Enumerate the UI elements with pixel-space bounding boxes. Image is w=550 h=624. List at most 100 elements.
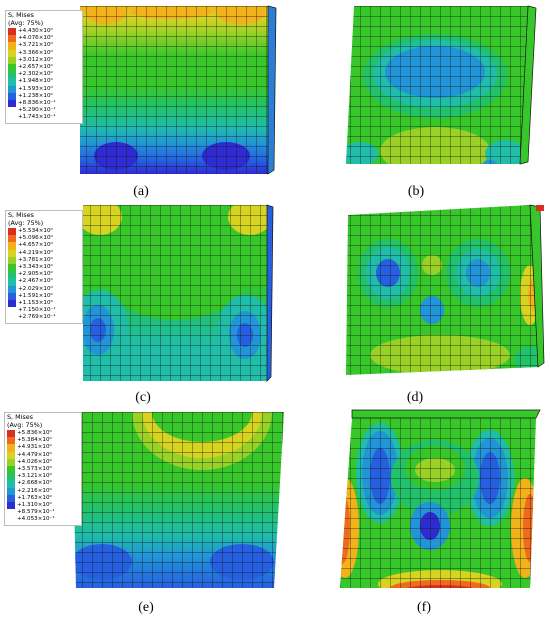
legend-level: +1.153×10⁰ (8, 299, 80, 308)
panel-b (340, 5, 540, 170)
legend-level: +4.931×10⁰ (7, 444, 79, 452)
fe-contour-b (346, 5, 537, 165)
legend-swatch (8, 307, 16, 314)
legend-level: +4.053×10⁻¹ (7, 516, 79, 523)
legend-level: +2.302×10⁰ (8, 71, 80, 79)
legend-level-value: +5.534×10⁰ (18, 228, 53, 235)
legend-level-value: +2.769×10⁻¹ (18, 314, 56, 321)
legend-swatch (7, 480, 15, 488)
legend-swatch (7, 473, 15, 481)
legend-level: +1.310×10⁰ (7, 501, 79, 510)
legend-swatch (7, 465, 15, 474)
legend-level: +3.781×10⁰ (8, 256, 80, 264)
legend-level-value: +3.781×10⁰ (18, 256, 53, 263)
legend-level-value: +5.096×10⁰ (18, 235, 53, 242)
legend-level-value: +4.657×10⁰ (18, 242, 53, 249)
panel-f (340, 408, 545, 590)
legend-title: S, Mises (7, 413, 33, 421)
legend-swatch (8, 285, 16, 293)
fe-contour-d (346, 204, 545, 375)
legend-swatch (8, 249, 16, 257)
legend-level: +8.836×10⁻¹ (8, 99, 80, 108)
legend-swatch (7, 509, 15, 516)
panel-d (340, 204, 545, 383)
legend-level: +1.238×10⁰ (8, 92, 80, 100)
legend-title: S, Mises (8, 11, 34, 19)
legend-level: +5.534×10⁰ (8, 228, 80, 236)
legend-level-value: +1.310×10⁰ (17, 501, 52, 508)
legend-swatch (8, 271, 16, 279)
legend-level-value: +1.593×10⁰ (18, 85, 53, 92)
legend-level-value: +4.430×10⁰ (18, 28, 53, 35)
legend-swatch (8, 92, 16, 100)
legend-level-value: +3.366×10⁰ (18, 49, 53, 56)
legend-level-value: +2.302×10⁰ (18, 71, 53, 78)
legend-level: +3.721×10⁰ (8, 42, 80, 50)
legend-level: +1.743×10⁻¹ (8, 114, 80, 121)
legend-swatch (7, 494, 15, 502)
caption-a: (a) (133, 184, 149, 199)
caption-d: (d) (406, 390, 424, 405)
legend-swatch (8, 107, 16, 114)
legend-level: +4.430×10⁰ (8, 28, 80, 36)
legend-level: +1.593×10⁰ (8, 85, 80, 93)
legend-level-value: +7.150×10⁻¹ (18, 307, 56, 314)
legend-level: +3.012×10⁰ (8, 56, 80, 64)
legend-swatch (8, 278, 16, 286)
legend-swatch (8, 99, 16, 108)
legend-swatch (7, 487, 15, 495)
legend-level: +1.591×10⁰ (8, 292, 80, 300)
legend-swatch (7, 430, 15, 438)
legend-level-value: +2.905×10⁰ (18, 271, 53, 278)
legend-level: +3.343×10⁰ (8, 263, 80, 272)
legend-level-value: +2.467×10⁰ (18, 278, 53, 285)
legend-e: S, Mises (Avg: 75%) +5.836×10⁰ +5.384×10⁰… (4, 412, 82, 527)
legend-swatch (8, 256, 16, 264)
legend-level: +2.769×10⁻¹ (8, 314, 80, 321)
legend-swatch (8, 242, 16, 250)
legend-swatch (8, 49, 16, 57)
legend-rows: +5.534×10⁰ +5.096×10⁰ +4.657×10⁰ +4.219×10⁰… (6, 227, 82, 323)
legend-swatch (8, 71, 16, 79)
legend-level: +5.836×10⁰ (7, 430, 79, 438)
legend-level: +2.029×10⁰ (8, 285, 80, 293)
legend-level-value: +8.836×10⁻¹ (18, 99, 56, 106)
panel-c (80, 204, 275, 383)
legend-level-value: +2.029×10⁰ (18, 285, 53, 292)
legend-swatch (7, 501, 15, 510)
legend-level: +4.479×10⁰ (7, 451, 79, 459)
legend-level: +7.150×10⁻¹ (8, 307, 80, 314)
legend-subtitle: (Avg: 75%) (8, 19, 44, 27)
legend-level: +2.905×10⁰ (8, 271, 80, 279)
panel-a (76, 5, 277, 176)
legend-level-value: +3.121×10⁰ (17, 473, 52, 480)
legend-level-value: +3.343×10⁰ (18, 264, 53, 271)
legend-swatch (8, 63, 16, 72)
legend-level: +4.026×10⁰ (7, 458, 79, 466)
legend-swatch (8, 35, 16, 43)
legend-level-value: +5.384×10⁰ (17, 437, 52, 444)
legend-level-value: +1.743×10⁻¹ (18, 114, 56, 121)
legend-swatch (7, 444, 15, 452)
legend-level: +1.948×10⁰ (8, 78, 80, 86)
legend-swatch (8, 78, 16, 86)
legend-level-value: +4.479×10⁰ (17, 451, 52, 458)
caption-c: (c) (135, 390, 151, 405)
legend-rows: +5.836×10⁰ +5.384×10⁰ +4.931×10⁰ +4.479×10⁰… (5, 429, 81, 525)
legend-level-value: +3.573×10⁰ (17, 466, 52, 473)
panel-e (72, 412, 287, 592)
legend-level-value: +2.668×10⁰ (17, 480, 52, 487)
legend-swatch (8, 299, 16, 308)
legend-level: +4.219×10⁰ (8, 249, 80, 257)
legend-swatch (8, 228, 16, 236)
fe-contour-a (80, 5, 277, 175)
legend-level: +1.763×10⁰ (7, 494, 79, 502)
legend-swatch (7, 458, 15, 466)
caption-e: (e) (138, 600, 154, 615)
legend-level: +3.366×10⁰ (8, 49, 80, 57)
legend-swatch (8, 235, 16, 243)
legend-level-value: +3.721×10⁰ (18, 42, 53, 49)
legend-swatch (8, 56, 16, 64)
legend-level-value: +1.153×10⁰ (18, 299, 53, 306)
legend-level: +8.579×10⁻¹ (7, 509, 79, 516)
